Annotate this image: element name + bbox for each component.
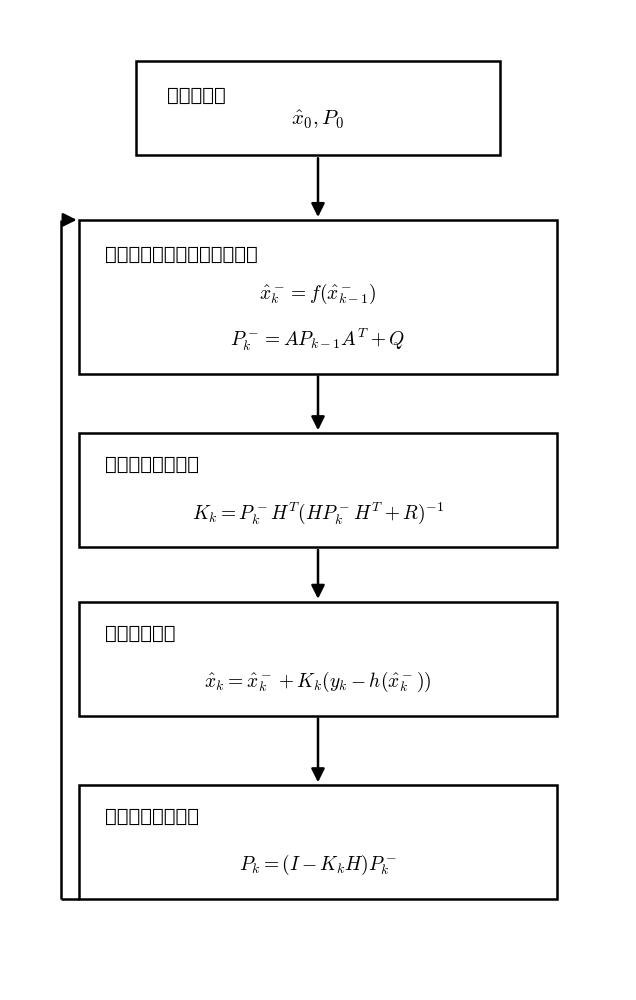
Text: 计算误差协方差：: 计算误差协方差： <box>104 807 198 826</box>
Text: 设立初值：: 设立初值： <box>167 86 226 105</box>
Bar <box>80 602 556 716</box>
Bar <box>136 61 500 155</box>
Text: $P_k = (I - K_kH)P_k^-$: $P_k = (I - K_kH)P_k^-$ <box>239 853 397 877</box>
Text: 计算估计量：: 计算估计量： <box>104 623 175 642</box>
Text: $\hat{x}_k = \hat{x}_k^- + K_k(y_k - h(\hat{x}_k^-))$: $\hat{x}_k = \hat{x}_k^- + K_k(y_k - h(\… <box>204 669 432 694</box>
Text: $\hat{x}_k^- = f(\hat{x}_{k-1}^-)$: $\hat{x}_k^- = f(\hat{x}_{k-1}^-)$ <box>259 282 377 306</box>
Text: $P_k^- = AP_{k-1}A^T + Q$: $P_k^- = AP_{k-1}A^T + Q$ <box>230 327 406 353</box>
Text: 计算卡尔曼增益：: 计算卡尔曼增益： <box>104 455 198 474</box>
Text: $K_k = P_k^-H^T(HP_k^-H^T + R)^{-1}$: $K_k = P_k^-H^T(HP_k^-H^T + R)^{-1}$ <box>192 500 444 526</box>
Text: $\hat{x}_0, P_0$: $\hat{x}_0, P_0$ <box>291 108 345 131</box>
Bar <box>80 220 556 374</box>
Bar <box>80 785 556 899</box>
Text: 预测状态和计算误差协方差：: 预测状态和计算误差协方差： <box>104 245 258 264</box>
Bar <box>80 433 556 547</box>
